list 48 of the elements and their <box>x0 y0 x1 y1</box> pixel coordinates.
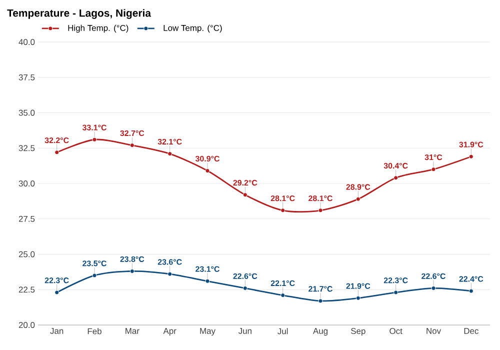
y-tick-label: 30.0 <box>18 180 35 186</box>
x-tick-label: Mar <box>126 328 140 334</box>
point <box>205 278 210 284</box>
x-tick-label: Nov <box>426 328 442 334</box>
x-tick-label: Dec <box>464 328 478 334</box>
y-tick-label: 35.0 <box>18 110 35 116</box>
point <box>54 150 60 155</box>
point <box>92 273 97 278</box>
point <box>205 168 210 174</box>
legend-label: High Temp. (°C) <box>68 24 128 33</box>
point <box>242 192 248 198</box>
point <box>168 152 172 156</box>
point <box>318 208 323 213</box>
y-tick-label: 32.5 <box>18 145 35 152</box>
point <box>168 272 172 276</box>
x-tick-label: Oct <box>390 328 402 334</box>
point <box>394 290 398 295</box>
y-tick-label: 22.5 <box>18 286 35 293</box>
legend-label: Low Temp. (°C) <box>164 24 222 33</box>
y-tick-label: 25.0 <box>18 251 35 258</box>
y-tick-label: 37.5 <box>18 74 35 80</box>
y-tick-label: 27.5 <box>18 216 35 222</box>
point <box>431 167 436 172</box>
x-tick-label: May <box>200 328 216 336</box>
point <box>356 196 360 202</box>
point <box>468 288 474 294</box>
point <box>92 137 97 142</box>
point <box>318 298 323 304</box>
point <box>280 208 286 213</box>
point <box>130 268 134 274</box>
point <box>356 296 360 300</box>
y-tick-label: 20.0 <box>18 322 35 328</box>
x-tick-label: Jul <box>278 328 288 334</box>
x-tick-label: Sep <box>351 328 366 336</box>
point <box>130 143 134 148</box>
x-tick-label: Jan <box>50 328 64 334</box>
point <box>54 290 60 295</box>
x-tick-label: Feb <box>88 328 102 334</box>
chart-title: Temperature - Lagos, Nigeria <box>7 9 152 19</box>
y-tick-label: 40.0 <box>18 39 35 45</box>
x-tick-label: Aug <box>312 328 328 336</box>
point <box>468 154 474 159</box>
point <box>431 286 436 290</box>
point <box>242 286 248 290</box>
point <box>280 293 286 298</box>
x-tick-label: Apr <box>163 328 176 336</box>
point <box>394 176 398 180</box>
x-tick-label: Jun <box>238 328 252 334</box>
